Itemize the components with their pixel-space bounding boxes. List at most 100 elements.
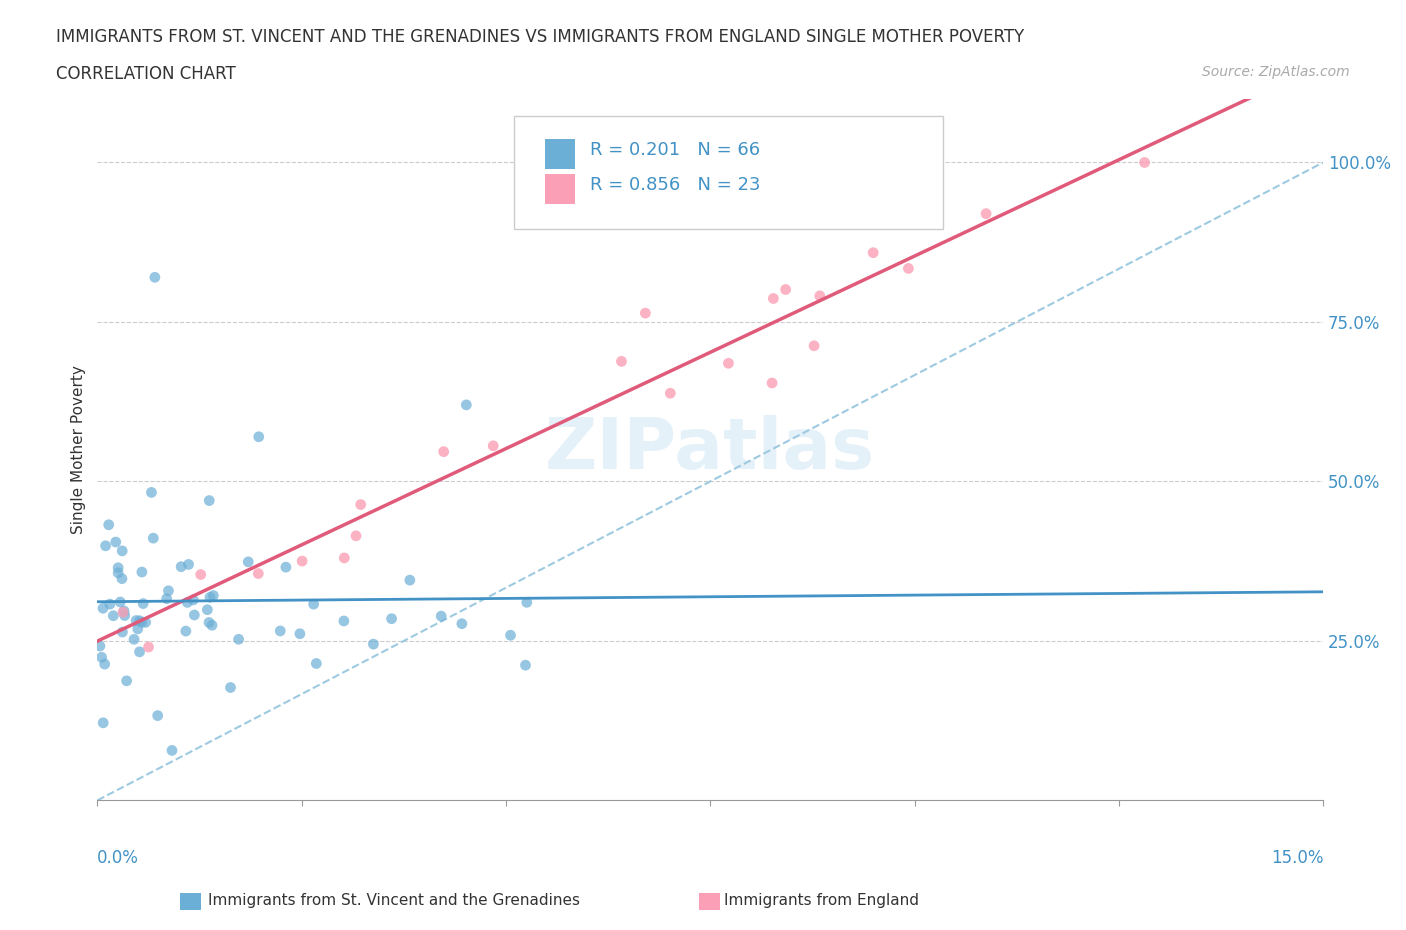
- Point: [111, 625, 134, 640]
- Point: [157, 583, 180, 598]
- Point: [482, 438, 505, 453]
- Point: [238, 554, 260, 569]
- Point: [103, 608, 125, 623]
- Text: 15.0%: 15.0%: [1271, 849, 1323, 868]
- Point: [132, 596, 155, 611]
- Point: [107, 565, 129, 580]
- Point: [198, 590, 221, 604]
- Point: [803, 339, 825, 353]
- Point: [717, 356, 740, 371]
- Point: [111, 571, 134, 586]
- Point: [198, 493, 221, 508]
- Point: [291, 553, 314, 568]
- Text: Source: ZipAtlas.com: Source: ZipAtlas.com: [1202, 65, 1350, 79]
- Point: [110, 594, 132, 609]
- Point: [399, 573, 422, 588]
- Point: [516, 595, 538, 610]
- Point: [775, 282, 797, 297]
- Point: [1133, 155, 1156, 170]
- Point: [114, 608, 136, 623]
- Point: [143, 270, 166, 285]
- Point: [94, 538, 117, 553]
- Point: [128, 644, 150, 659]
- Point: [610, 354, 633, 369]
- Point: [90, 650, 112, 665]
- Point: [104, 535, 127, 550]
- Point: [156, 591, 179, 606]
- Point: [862, 246, 884, 260]
- Point: [450, 617, 472, 631]
- Point: [499, 628, 522, 643]
- Point: [176, 595, 198, 610]
- Point: [181, 592, 204, 607]
- Text: R = 0.856   N = 23: R = 0.856 N = 23: [591, 176, 761, 194]
- Point: [269, 623, 291, 638]
- Point: [97, 517, 120, 532]
- Point: [761, 376, 783, 391]
- Point: [135, 615, 157, 630]
- Point: [122, 631, 145, 646]
- Point: [897, 261, 920, 276]
- Point: [219, 680, 242, 695]
- Point: [112, 604, 135, 618]
- FancyBboxPatch shape: [515, 116, 943, 229]
- Point: [111, 604, 134, 619]
- Text: IMMIGRANTS FROM ST. VINCENT AND THE GRENADINES VS IMMIGRANTS FROM ENGLAND SINGLE: IMMIGRANTS FROM ST. VINCENT AND THE GREN…: [56, 28, 1025, 46]
- Text: Immigrants from England: Immigrants from England: [724, 893, 920, 908]
- Point: [138, 640, 160, 655]
- Point: [127, 621, 149, 636]
- Point: [198, 615, 221, 630]
- Point: [344, 528, 367, 543]
- Point: [659, 386, 682, 401]
- Point: [456, 397, 478, 412]
- Point: [190, 567, 212, 582]
- Point: [89, 639, 111, 654]
- Point: [183, 607, 205, 622]
- Point: [128, 613, 150, 628]
- Point: [381, 611, 404, 626]
- Text: ZIPatlas: ZIPatlas: [546, 415, 876, 484]
- Y-axis label: Single Mother Poverty: Single Mother Poverty: [72, 365, 86, 534]
- Point: [762, 291, 785, 306]
- Point: [146, 708, 169, 723]
- FancyBboxPatch shape: [544, 140, 575, 169]
- Point: [247, 430, 270, 445]
- Text: Immigrants from St. Vincent and the Grenadines: Immigrants from St. Vincent and the Gren…: [208, 893, 581, 908]
- Point: [174, 624, 197, 639]
- Point: [93, 657, 115, 671]
- Point: [274, 560, 297, 575]
- Point: [333, 551, 356, 565]
- Point: [808, 288, 831, 303]
- FancyBboxPatch shape: [544, 175, 575, 204]
- Point: [305, 656, 328, 671]
- Point: [433, 445, 456, 459]
- Point: [430, 609, 453, 624]
- Text: 0.0%: 0.0%: [97, 849, 139, 868]
- Point: [98, 597, 121, 612]
- Point: [107, 560, 129, 575]
- Point: [333, 614, 356, 629]
- Point: [363, 637, 385, 652]
- Point: [974, 206, 997, 221]
- Point: [515, 658, 537, 672]
- Point: [131, 615, 153, 630]
- Point: [170, 559, 193, 574]
- Point: [142, 531, 165, 546]
- Point: [247, 566, 270, 581]
- Point: [125, 613, 148, 628]
- Point: [131, 565, 153, 579]
- Point: [228, 631, 250, 646]
- Point: [160, 743, 183, 758]
- Point: [202, 588, 225, 603]
- Point: [350, 498, 373, 512]
- Point: [201, 618, 224, 632]
- Point: [141, 485, 163, 499]
- Point: [111, 543, 134, 558]
- Point: [288, 626, 311, 641]
- Point: [115, 673, 138, 688]
- Point: [634, 306, 657, 321]
- Text: R = 0.201   N = 66: R = 0.201 N = 66: [591, 141, 761, 159]
- Point: [91, 601, 114, 616]
- Point: [195, 603, 218, 618]
- Text: CORRELATION CHART: CORRELATION CHART: [56, 65, 236, 83]
